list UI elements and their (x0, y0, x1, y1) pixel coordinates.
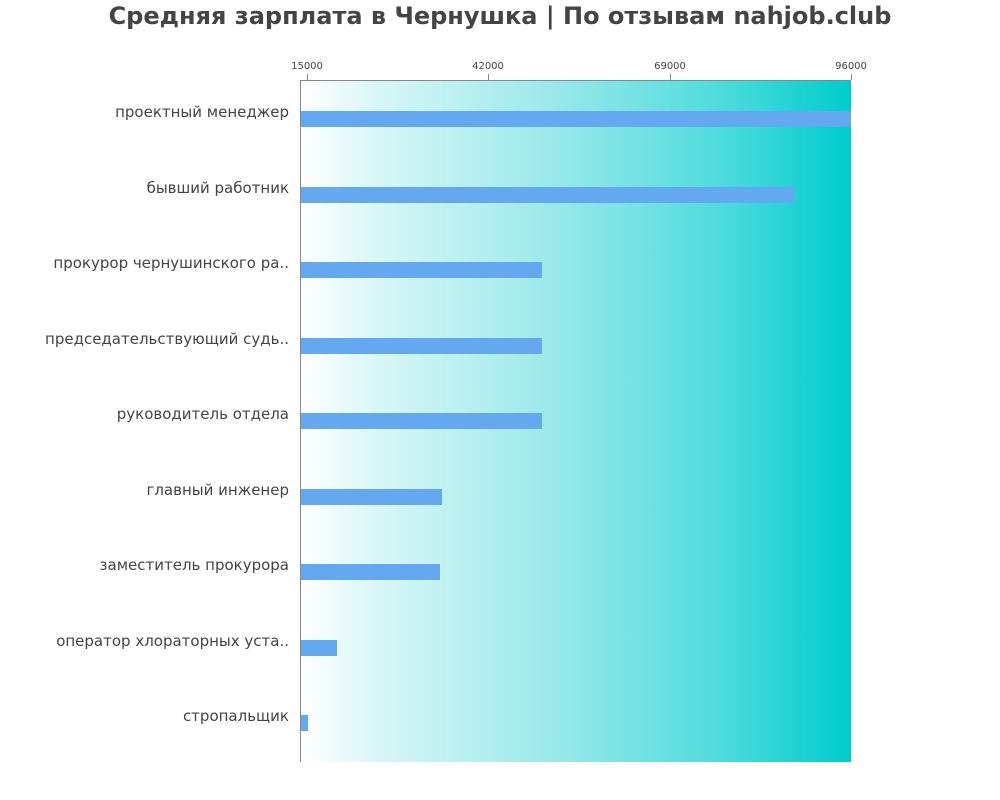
category-label: прокурор чернушинского ра.. (53, 254, 289, 272)
x-tick (670, 74, 671, 80)
bar (301, 715, 308, 731)
bar (301, 489, 442, 505)
x-tick (488, 74, 489, 80)
category-label: руководитель отдела (116, 405, 289, 423)
x-tick-label: 69000 (654, 61, 686, 72)
x-tick-label: 96000 (835, 61, 867, 72)
bar (301, 564, 440, 580)
bar (301, 187, 795, 203)
x-tick (851, 74, 852, 80)
category-label: главный инженер (146, 481, 289, 499)
category-label: бывший работник (146, 179, 289, 197)
x-tick-label: 42000 (472, 61, 504, 72)
category-label: заместитель прокурора (99, 556, 289, 574)
x-tick-label: 15000 (291, 61, 323, 72)
y-axis-line (300, 80, 301, 762)
x-tick (307, 74, 308, 80)
category-label: председательствующий судь.. (45, 330, 289, 348)
bar (301, 413, 542, 429)
category-label: оператор хлораторных уста.. (56, 632, 289, 650)
category-label: стропальщик (182, 707, 289, 725)
x-axis-line (300, 80, 851, 81)
chart-title: Средняя зарплата в Чернушка | По отзывам… (108, 2, 892, 30)
bar (301, 338, 542, 354)
category-label: проектный менеджер (115, 103, 289, 121)
bar (301, 111, 851, 127)
bar (301, 262, 542, 278)
bar (301, 640, 337, 656)
